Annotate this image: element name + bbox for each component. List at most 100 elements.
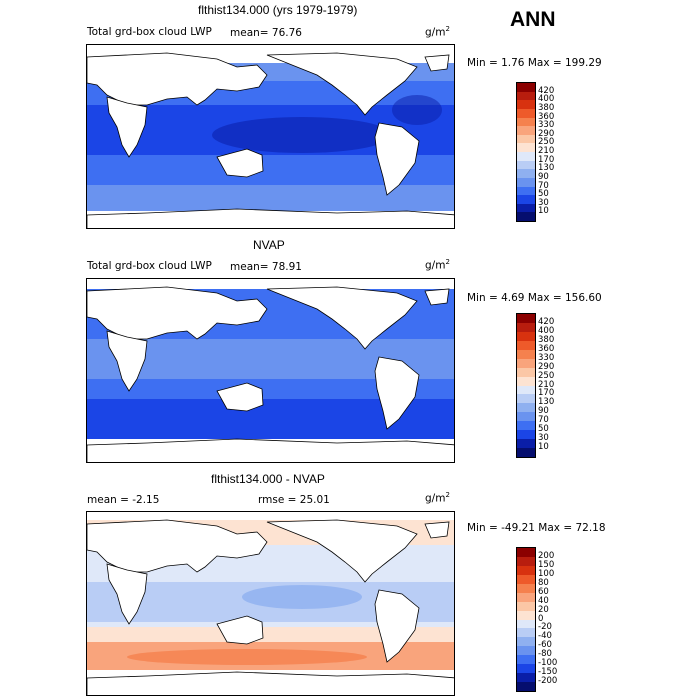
colorbar-swatch <box>517 637 535 647</box>
africa <box>106 330 148 392</box>
continents <box>87 52 454 228</box>
colorbar-swatch <box>517 83 535 92</box>
colorbar-tick-label: 250 <box>538 370 555 381</box>
panel1-map-svg <box>87 45 454 228</box>
southern-band <box>87 185 454 211</box>
colorbar-tick-label: -40 <box>538 631 552 642</box>
panel1-minmax: Min = 1.76 Max = 199.29 <box>467 57 602 69</box>
south-mid-band <box>87 627 454 642</box>
greenland <box>424 521 450 539</box>
colorbar-swatch <box>517 152 535 161</box>
colorbar-swatch <box>517 212 535 221</box>
colorbar-tick-label: 400 <box>538 325 555 336</box>
panel1-title: flthist134.000 (yrs 1979-1979) <box>198 3 358 17</box>
colorbar-tick-label: 70 <box>538 180 549 191</box>
colorbar-tick-label: 130 <box>538 397 555 408</box>
colorbar-tick-label: 170 <box>538 388 555 399</box>
colorbar-tick-label: 50 <box>538 189 549 200</box>
colorbar-swatch <box>517 100 535 109</box>
colorbar-swatch <box>517 439 535 449</box>
colorbar-tick-label: 30 <box>538 197 549 208</box>
panel2-map-svg <box>87 279 454 462</box>
colorbar-swatch <box>517 556 535 566</box>
panel1-colorbar <box>516 82 536 222</box>
colorbar-swatch <box>517 601 535 611</box>
south-america <box>374 356 420 430</box>
panel3-mean: mean = -2.15 <box>87 494 160 506</box>
panel2-title: NVAP <box>253 238 285 252</box>
africa <box>106 96 148 158</box>
greenland <box>424 54 450 72</box>
units-exp: 2 <box>445 25 450 33</box>
colorbar-swatch <box>517 673 535 683</box>
colorbar-tick-label: 90 <box>538 171 549 182</box>
colorbar-tick-label: 90 <box>538 406 549 417</box>
colorbar-tick-label: 170 <box>538 154 555 165</box>
colorbar-swatch <box>517 126 535 135</box>
colorbar-tick-label: 360 <box>538 343 555 354</box>
atlantic-patch <box>392 95 442 125</box>
colorbar-swatch <box>517 565 535 575</box>
colorbar-swatch <box>517 367 535 377</box>
colorbar-tick-label: 10 <box>538 442 549 453</box>
colorbar-tick-label: 420 <box>538 316 555 327</box>
colorbar-swatch <box>517 385 535 395</box>
colorbar-tick-label: 380 <box>538 102 555 113</box>
antarctica <box>87 438 454 462</box>
colorbar-swatch <box>517 430 535 440</box>
colorbar-swatch <box>517 169 535 178</box>
antarctica <box>87 671 454 695</box>
colorbar-swatch <box>517 349 535 359</box>
colorbar-tick-label: -60 <box>538 640 552 651</box>
eurasia <box>87 52 268 106</box>
units-base: g/m <box>425 259 446 272</box>
season-label: ANN <box>510 8 556 31</box>
colorbar-tick-label: 210 <box>538 379 555 390</box>
colorbar-tick-label: 330 <box>538 352 555 363</box>
colorbar-tick-label: 20 <box>538 604 549 615</box>
colorbar-tick-label: 290 <box>538 128 555 139</box>
colorbar-swatch <box>517 160 535 170</box>
colorbar-swatch <box>517 91 535 101</box>
colorbar-swatch <box>517 322 535 332</box>
panel2-units: g/m2 <box>425 258 450 272</box>
continents <box>87 519 454 695</box>
panel3-units: g/m2 <box>425 491 450 505</box>
panel3-colorbar <box>516 547 536 692</box>
colorbar-tick-label: 380 <box>538 334 555 345</box>
colorbar-swatch <box>517 376 535 386</box>
colorbar-swatch <box>517 682 535 691</box>
panel1-map <box>86 44 455 229</box>
panel1-mean: mean= 76.76 <box>230 27 302 39</box>
panel2-colorbar <box>516 313 536 458</box>
north-america <box>266 519 418 583</box>
colorbar-swatch <box>517 177 535 187</box>
panel3-title: flthist134.000 - NVAP <box>211 472 325 486</box>
panel2-minmax: Min = 4.69 Max = 156.60 <box>467 292 602 304</box>
south-america <box>374 589 420 663</box>
panel3-minmax: Min = -49.21 Max = 72.18 <box>467 522 606 534</box>
eurasia <box>87 519 268 573</box>
units-exp: 2 <box>445 491 450 499</box>
panel1-units: g/m2 <box>425 25 450 39</box>
colorbar-swatch <box>517 340 535 350</box>
north-america <box>266 52 418 116</box>
colorbar-swatch <box>517 412 535 422</box>
units-base: g/m <box>425 492 446 505</box>
colorbar-tick-label: -80 <box>538 649 552 660</box>
panel2-subtitle: Total grd-box cloud LWP <box>87 260 212 272</box>
greenland <box>424 288 450 306</box>
colorbar-swatch <box>517 403 535 413</box>
units-exp: 2 <box>445 258 450 266</box>
australia <box>216 615 264 645</box>
colorbar-tick-label: -100 <box>538 658 558 669</box>
colorbar-tick-label: 330 <box>538 120 555 131</box>
colorbar-tick-label: 420 <box>538 85 555 96</box>
colorbar-tick-label: -20 <box>538 622 552 633</box>
colorbar-tick-label: 360 <box>538 111 555 122</box>
colorbar-tick-label: 290 <box>538 361 555 372</box>
colorbar-swatch <box>517 117 535 127</box>
colorbar-tick-label: 130 <box>538 163 555 174</box>
colorbar-tick-label: 400 <box>538 94 555 105</box>
panel1-subtitle: Total grd-box cloud LWP <box>87 26 212 38</box>
